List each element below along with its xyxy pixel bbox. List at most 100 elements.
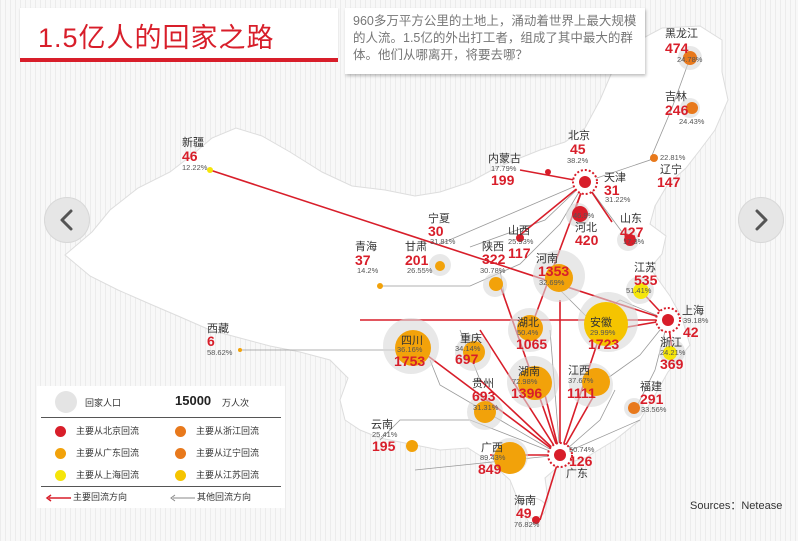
svg-text:45: 45	[570, 141, 586, 157]
svg-text:青海: 青海	[355, 239, 377, 253]
svg-text:14.2%: 14.2%	[357, 266, 379, 275]
svg-text:24.78%: 24.78%	[677, 55, 703, 64]
label-chongqing: 重庆 34.14% 697	[455, 331, 482, 367]
svg-text:6: 6	[207, 333, 215, 349]
svg-text:重庆: 重庆	[460, 331, 482, 345]
svg-text:697: 697	[455, 351, 479, 367]
svg-text:58.62%: 58.62%	[207, 348, 233, 357]
svg-text:126: 126	[569, 453, 593, 469]
svg-text:天津: 天津	[604, 171, 626, 184]
label-sichuan: 四川 36.16% 1753	[394, 335, 425, 369]
svg-text:四川: 四川	[401, 335, 423, 347]
svg-text:46.9%: 46.9%	[573, 211, 595, 220]
legend-item-zhejiang: 主要从浙江回流	[175, 424, 259, 438]
label-beijing: 北京 45 38.2%	[567, 128, 590, 165]
svg-text:西藏: 西藏	[207, 322, 229, 335]
label-shandong: 山东 427 17.3%	[620, 212, 645, 246]
label-yunnan: 云南 25.41% 195	[371, 418, 398, 454]
svg-text:246: 246	[665, 102, 689, 118]
legend-scale-unit: 万人次	[222, 398, 250, 408]
legend-dot	[55, 470, 66, 482]
svg-text:31.81%: 31.81%	[430, 237, 456, 246]
svg-text:37.67%: 37.67%	[568, 376, 594, 385]
svg-text:山东: 山东	[620, 212, 642, 225]
svg-text:山西: 山西	[508, 224, 530, 237]
province-dots	[207, 51, 698, 524]
svg-text:37: 37	[355, 252, 371, 268]
svg-text:1753: 1753	[394, 353, 425, 369]
legend-population-label: 回家人口	[85, 398, 122, 408]
svg-text:34.14%: 34.14%	[455, 344, 481, 353]
svg-text:49: 49	[516, 505, 532, 521]
svg-text:33.56%: 33.56%	[641, 405, 667, 414]
svg-text:12.22%: 12.22%	[182, 163, 208, 172]
next-button[interactable]	[738, 197, 784, 243]
svg-text:51.41%: 51.41%	[626, 286, 652, 295]
svg-text:福建: 福建	[640, 379, 662, 393]
label-anhui: 安徽 29.99% 1723	[588, 315, 619, 352]
svg-text:29.99%: 29.99%	[590, 328, 616, 337]
svg-text:201: 201	[405, 252, 429, 268]
svg-text:1396: 1396	[511, 385, 542, 401]
chevron-left-icon	[60, 209, 73, 231]
legend-item-jiangsu: 主要从江苏回流	[175, 468, 259, 482]
label-guangdong: 50.74% 126 广东	[566, 445, 595, 480]
label-qinghai: 青海 37 14.2%	[355, 239, 379, 275]
svg-text:25.41%: 25.41%	[372, 430, 398, 439]
svg-text:17.3%: 17.3%	[623, 237, 645, 246]
svg-text:31: 31	[604, 182, 620, 198]
svg-text:安徽: 安徽	[590, 315, 612, 329]
svg-text:420: 420	[575, 232, 599, 248]
label-xinjiang: 新疆 46 12.22%	[182, 135, 208, 172]
legend-item-guangdong: 主要从广东回流	[55, 446, 139, 460]
svg-text:46: 46	[182, 148, 198, 164]
label-guangxi: 广西 89.43% 849	[478, 441, 506, 477]
label-shanghai: 上海 39.18% 42	[682, 303, 709, 340]
svg-text:89.43%: 89.43%	[480, 453, 506, 462]
svg-text:云南: 云南	[371, 418, 393, 431]
svg-text:474: 474	[665, 40, 689, 56]
svg-text:369: 369	[660, 356, 684, 372]
hub-shanghai	[655, 307, 681, 333]
svg-text:427: 427	[620, 224, 644, 240]
svg-text:117: 117	[508, 245, 531, 261]
svg-text:黑龙江: 黑龙江	[665, 27, 698, 40]
svg-text:322: 322	[482, 251, 506, 267]
label-zhejiang: 浙江 24.21% 369	[660, 336, 686, 372]
legend-dot	[175, 448, 186, 460]
svg-text:1065: 1065	[516, 336, 547, 352]
svg-text:22.81%: 22.81%	[660, 153, 686, 162]
hub-guangdong	[547, 442, 573, 468]
svg-text:535: 535	[634, 272, 658, 288]
prev-button[interactable]	[44, 197, 90, 243]
svg-text:17.79%: 17.79%	[491, 164, 517, 173]
svg-text:36.16%: 36.16%	[397, 345, 423, 354]
label-heilongjiang: 黑龙江 474 24.78%	[665, 27, 703, 64]
svg-text:76.82%: 76.82%	[514, 520, 540, 529]
legend-population-circle	[55, 391, 77, 413]
svg-text:广西: 广西	[481, 441, 503, 454]
svg-text:河北: 河北	[575, 221, 597, 234]
grey-arrow-icon	[170, 494, 195, 502]
svg-text:湖北: 湖北	[517, 316, 539, 329]
svg-text:849: 849	[478, 461, 502, 477]
legend-other-flow: 其他回流方向	[169, 490, 251, 503]
hub-beijing	[572, 169, 598, 195]
label-hunan: 湖南 72.98% 1396	[511, 365, 542, 401]
svg-text:32.69%: 32.69%	[539, 278, 565, 287]
label-tianjin: 天津 31 31.22%	[604, 171, 631, 204]
svg-text:50.4%: 50.4%	[517, 328, 539, 337]
svg-text:31.22%: 31.22%	[605, 195, 631, 204]
svg-text:30.78%: 30.78%	[480, 266, 506, 275]
label-gansu: 甘肃 201 26.55%	[405, 240, 433, 275]
svg-text:海南: 海南	[514, 493, 536, 507]
svg-text:50.74%: 50.74%	[569, 445, 595, 454]
svg-text:浙江: 浙江	[660, 336, 682, 349]
legend-item-shanghai: 主要从上海回流	[55, 468, 139, 482]
red-arrow-icon	[45, 494, 71, 502]
label-hainan: 海南 49 76.82%	[514, 493, 540, 529]
legend-dot	[175, 470, 186, 482]
svg-text:24.21%: 24.21%	[660, 348, 686, 357]
label-henan: 河南 1353 32.69%	[536, 252, 569, 287]
svg-text:新疆: 新疆	[182, 135, 204, 149]
